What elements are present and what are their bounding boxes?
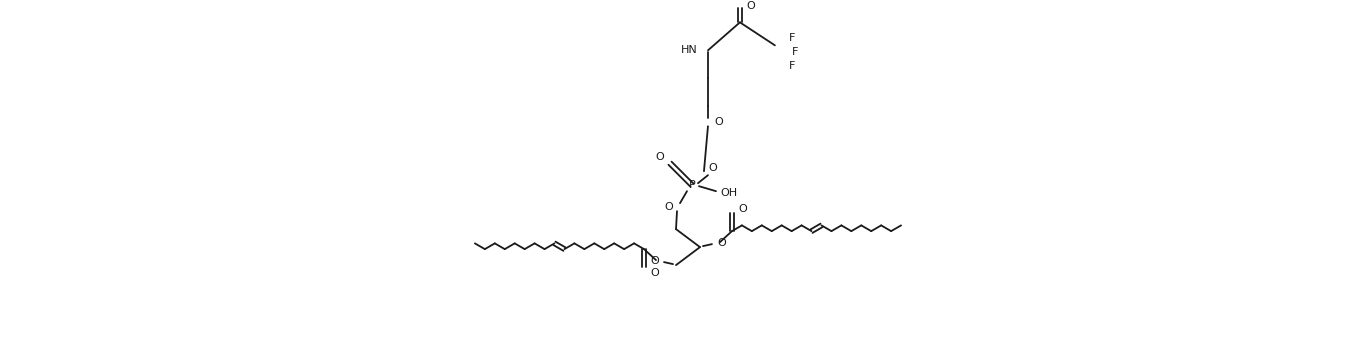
Text: O: O bbox=[708, 163, 717, 173]
Text: HN: HN bbox=[682, 45, 698, 55]
Text: F: F bbox=[789, 61, 796, 71]
Text: O: O bbox=[714, 117, 722, 127]
Text: O: O bbox=[746, 1, 755, 11]
Text: P: P bbox=[689, 180, 695, 190]
Text: F: F bbox=[789, 33, 796, 43]
Text: O: O bbox=[664, 202, 674, 212]
Text: O: O bbox=[656, 152, 664, 162]
Text: O: O bbox=[650, 256, 659, 266]
Text: O: O bbox=[717, 238, 725, 248]
Text: O: O bbox=[650, 268, 659, 278]
Text: F: F bbox=[792, 47, 799, 57]
Text: O: O bbox=[737, 204, 747, 214]
Text: OH: OH bbox=[720, 188, 737, 198]
